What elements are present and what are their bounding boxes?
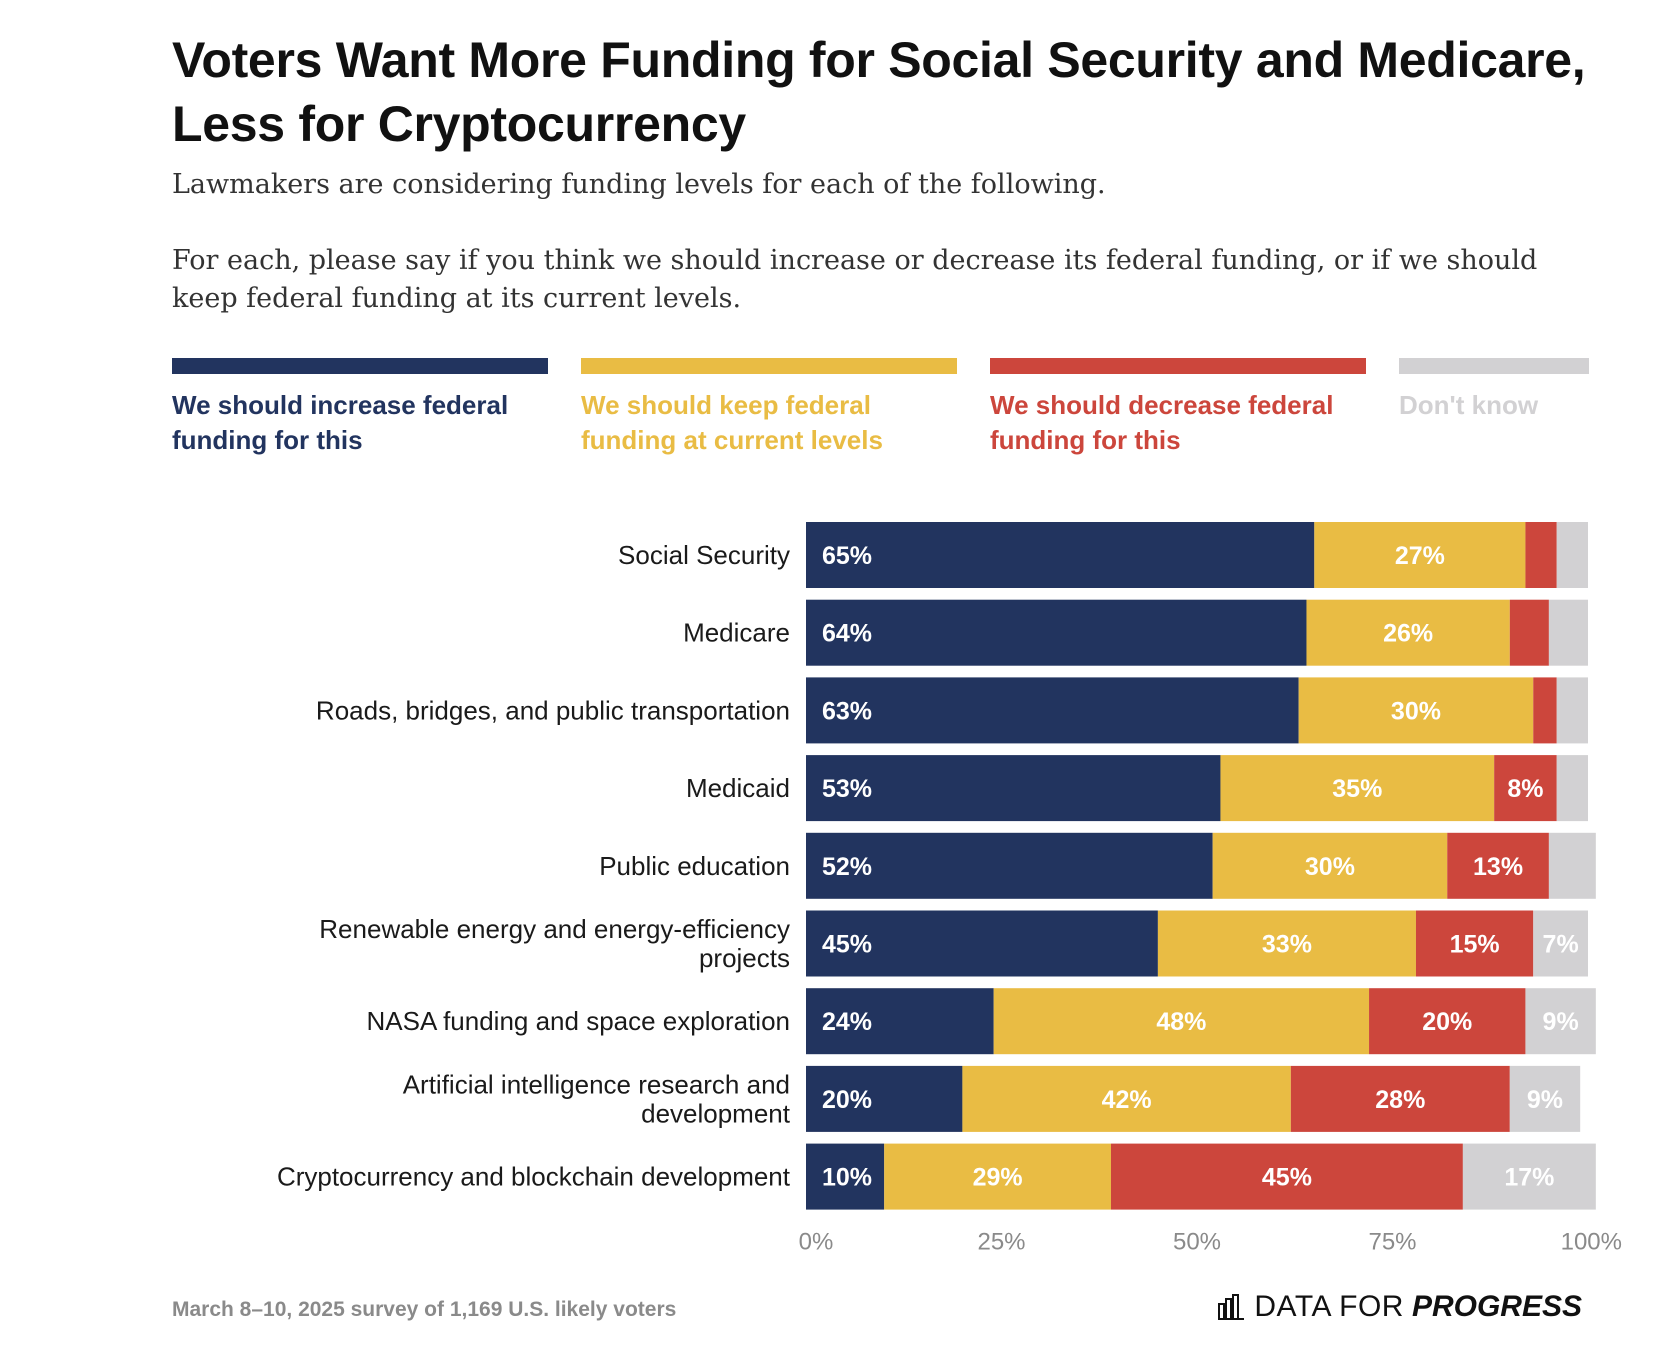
legend-swatch-increase (172, 358, 548, 374)
data-for-progress-logo: DATA FOR PROGRESS (1218, 1290, 1582, 1324)
category-label: Renewable energy and energy-efficiency pr… (319, 914, 790, 973)
bar-value-label: 42% (1102, 1086, 1152, 1114)
category-label: Artificial intelligence research and deve… (403, 1069, 791, 1128)
bar-value-label: 30% (1305, 853, 1355, 881)
bar-value-label: 48% (1156, 1008, 1206, 1036)
legend-item-decrease: We should decrease federal funding for t… (990, 358, 1366, 458)
bar-value-label: 24% (822, 1008, 872, 1036)
bar-value-label: 45% (1262, 1164, 1312, 1192)
bar-segment-decrease (1415, 910, 1534, 977)
bar-value-label: 9% (1527, 1086, 1563, 1114)
bar-segment-increase (806, 522, 1315, 588)
legend-item-keep: We should keep federal funding at curren… (581, 358, 957, 458)
legend-label-decrease: We should decrease federal funding for t… (990, 390, 1334, 455)
legend-swatch-decrease (990, 358, 1366, 374)
bar-value-label: 8% (1507, 775, 1543, 803)
bar-value-label: 33% (1262, 931, 1312, 959)
bar-value-label: 65% (822, 542, 872, 570)
logo-text-progress: PROGRESS (1411, 1290, 1582, 1323)
bar-value-label: 20% (822, 1086, 872, 1114)
bar-value-label: 13% (1473, 853, 1523, 881)
bar-value-label: 15% (1450, 931, 1500, 959)
bar-value-label: 7% (1543, 931, 1579, 959)
bar-chart-icon (1218, 1294, 1245, 1320)
legend-swatch-keep (581, 358, 957, 374)
bar-segment-increase (806, 677, 1299, 744)
category-label: Cryptocurrency and blockchain developmen… (277, 1162, 791, 1192)
bar-value-label: 28% (1375, 1086, 1425, 1114)
bar-value-label: 30% (1391, 697, 1441, 725)
bar-segment-keep (1306, 599, 1510, 666)
legend-label-increase: We should increase federal funding for t… (172, 390, 509, 455)
bar-value-label: 26% (1383, 620, 1433, 648)
bar-segment-dont-know (1556, 677, 1588, 744)
x-tick-label: 75% (1368, 1228, 1416, 1255)
bar-segment-increase (806, 599, 1307, 666)
bar-value-label: 52% (822, 853, 872, 881)
bar-segment-dont-know (1509, 1065, 1581, 1132)
bar-segment-dont-know (1556, 755, 1588, 822)
bar-segment-keep (1298, 677, 1534, 744)
bar-segment-decrease (1369, 988, 1526, 1055)
bar-segment-keep (1157, 910, 1416, 977)
legend-label-keep: We should keep federal funding at curren… (581, 390, 883, 455)
bar-segment-dont-know (1462, 1143, 1596, 1210)
bar-segment-dont-know (1525, 988, 1596, 1055)
legend-label-dont-know: Don't know (1399, 390, 1539, 420)
bar-segment-decrease (1110, 1143, 1463, 1210)
x-tick-label: 100% (1561, 1228, 1622, 1255)
category-label: Roads, bridges, and public transportatio… (316, 695, 790, 725)
bar-segment-increase (806, 988, 994, 1055)
bar-value-label: 64% (822, 620, 872, 648)
stacked-bar-chart: 65% 27% Social Security 64% 26% Medicare 63% 30… (277, 522, 1622, 1255)
bar-segment-keep (1220, 755, 1495, 822)
bar-value-label: 17% (1504, 1164, 1554, 1192)
logo-text-data-for: DATA FOR (1254, 1290, 1404, 1323)
bar-segment-keep (1212, 832, 1448, 899)
legend-swatch-dont-know (1399, 358, 1589, 374)
bar-segment-decrease (1525, 522, 1557, 588)
legend-item-dont-know: Don't know (1399, 358, 1589, 423)
bar-segment-dont-know (1556, 522, 1588, 588)
bar-value-label: 9% (1543, 1008, 1579, 1036)
bar-segment-decrease (1290, 1065, 1510, 1132)
category-label: Medicaid (686, 773, 790, 803)
bar-segment-increase (806, 910, 1158, 977)
bar-value-label: 10% (822, 1164, 872, 1192)
bar-segment-increase (806, 1143, 885, 1210)
bar-value-label: 53% (822, 775, 872, 803)
bar-segment-dont-know (1548, 599, 1588, 666)
bar-segment-decrease (1494, 755, 1557, 822)
category-label: NASA funding and space exploration (366, 1006, 790, 1036)
bar-value-label: 20% (1422, 1008, 1472, 1036)
x-tick-label: 25% (977, 1228, 1025, 1255)
subtitle-intro: Lawmakers are considering funding levels… (172, 169, 1106, 200)
bar-segment-decrease (1533, 677, 1557, 744)
bar-value-label: 27% (1395, 542, 1445, 570)
bar-segment-increase (806, 1065, 963, 1132)
bar-segment-keep (884, 1143, 1111, 1210)
category-label: Medicare (683, 618, 790, 648)
bar-segment-increase (806, 832, 1213, 899)
bar-segment-decrease (1509, 599, 1549, 666)
bar-segment-keep (993, 988, 1370, 1055)
bar-segment-decrease (1447, 832, 1549, 899)
survey-footnote: March 8–10, 2025 survey of 1,169 U.S. li… (172, 1298, 677, 1321)
subtitle-question: For each, please say if you think we sho… (172, 245, 1538, 314)
legend-item-increase: We should increase federal funding for t… (172, 358, 548, 458)
bar-segment-keep (962, 1065, 1291, 1132)
bar-segment-dont-know (1533, 910, 1588, 977)
bar-value-label: 29% (973, 1164, 1023, 1192)
category-label: Social Security (618, 540, 790, 570)
x-tick-label: 50% (1173, 1228, 1221, 1255)
bar-segment-keep (1314, 522, 1526, 588)
category-label: Public education (599, 851, 790, 881)
bar-value-label: 45% (822, 931, 872, 959)
bar-value-label: 35% (1332, 775, 1382, 803)
chart-title: Voters Want More Funding for Social Secu… (172, 32, 1586, 152)
bar-segment-increase (806, 755, 1221, 822)
bar-segment-dont-know (1548, 832, 1596, 899)
x-tick-label: 0% (799, 1228, 834, 1255)
bar-value-label: 63% (822, 697, 872, 725)
